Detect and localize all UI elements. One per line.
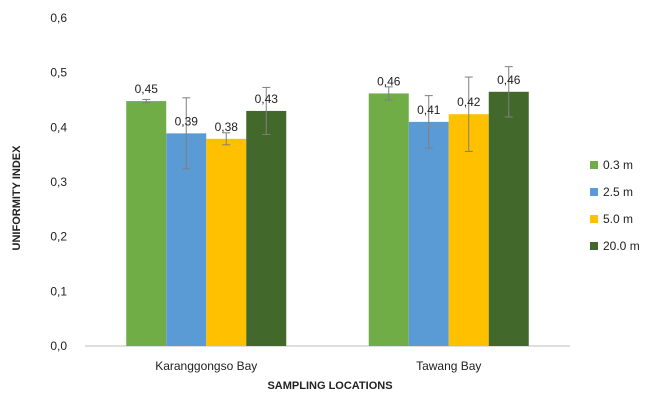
bar [126,101,167,347]
error-bar [384,86,393,101]
data-label: 0,45 [135,82,159,96]
bars: 0,45 0,39 0,38 0,43 0,46 0,41 0,42 0,46 [126,66,529,347]
y-tick-label: 0,4 [50,120,67,134]
legend-label: 5.0 m [603,212,633,226]
legend-swatch [590,161,598,169]
legend-item: 20.0 m [590,239,640,253]
y-axis-ticks: 0,0 0,1 0,2 0,3 0,4 0,5 0,6 [50,11,67,353]
legend-item: 2.5 m [590,185,633,199]
error-bar [424,95,433,149]
x-axis-title: SAMPLING LOCATIONS [267,380,392,392]
error-bar [504,66,513,118]
x-tick-label: Karanggongso Bay [155,359,257,373]
legend-label: 20.0 m [603,239,640,253]
bar [448,114,489,346]
legend-label: 2.5 m [603,185,633,199]
legend-item: 0.3 m [590,158,633,172]
y-tick-label: 0,6 [50,11,67,25]
error-bar [464,76,473,152]
data-label: 0,38 [215,120,239,134]
error-bar [142,98,151,104]
y-tick-label: 0,2 [50,230,67,244]
bar [408,121,449,346]
bar [488,91,529,346]
x-tick-label: Tawang Bay [416,359,481,373]
legend-swatch [590,215,598,223]
error-bar [262,86,271,135]
data-label: 0,43 [255,92,279,106]
x-axis-ticks: Karanggongso Bay Tawang Bay [155,359,481,373]
data-label: 0,41 [417,103,441,117]
legend: 0.3 m 2.5 m 5.0 m 20.0 m [590,158,640,253]
data-label: 0,42 [457,95,481,109]
legend-swatch [590,188,598,196]
bar [368,93,409,346]
legend-swatch [590,242,598,250]
y-tick-label: 0,0 [50,339,67,353]
data-label: 0,46 [497,73,521,87]
error-bar [182,97,191,170]
legend-label: 0.3 m [603,158,633,172]
data-label: 0,39 [175,114,199,128]
y-axis-title: UNIFORMITY INDEX [11,145,23,251]
error-bar [222,132,231,146]
bar [206,138,247,346]
y-tick-label: 0,1 [50,284,67,298]
y-tick-label: 0,5 [50,66,67,80]
bar [246,110,287,346]
legend-item: 5.0 m [590,212,633,226]
data-label: 0,46 [377,74,401,88]
y-tick-label: 0,3 [50,175,67,189]
